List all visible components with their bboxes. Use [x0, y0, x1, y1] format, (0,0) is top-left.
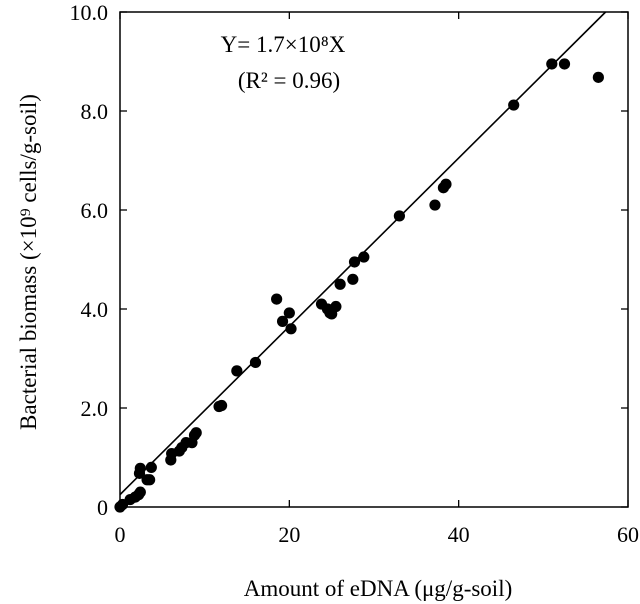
- equation-annotation: Y= 1.7×10⁸X: [221, 32, 346, 57]
- data-point: [276, 315, 289, 327]
- data-point: [358, 251, 370, 263]
- data-point: [440, 178, 452, 190]
- data-point: [249, 356, 262, 369]
- x-tick-label: 60: [617, 522, 639, 547]
- r-squared-annotation: (R² = 0.96): [238, 68, 340, 93]
- data-point: [592, 71, 604, 83]
- data-point: [546, 58, 558, 70]
- x-tick-label: 0: [115, 522, 126, 547]
- data-point: [283, 307, 295, 319]
- y-tick-label: 4.0: [81, 297, 109, 322]
- data-point: [145, 461, 157, 473]
- plot-border: [119, 11, 629, 508]
- data-point: [285, 323, 297, 335]
- y-tick-label: 6.0: [81, 198, 109, 223]
- data-point: [134, 462, 146, 474]
- y-tick-label: 2.0: [81, 396, 109, 421]
- data-point: [271, 293, 283, 305]
- x-tick-label: 40: [448, 522, 470, 547]
- y-axis-ticks: 0 2.0 4.0 6.0 8.0 10.0: [70, 0, 628, 520]
- plot-frame: [119, 11, 629, 508]
- x-axis-title: Amount of eDNA (μg/g-soil): [244, 576, 513, 601]
- y-tick-label: 0: [97, 495, 108, 520]
- data-point: [134, 486, 146, 498]
- data-point: [334, 278, 346, 290]
- data-point: [231, 365, 243, 377]
- data-point: [429, 199, 441, 211]
- data-point: [558, 58, 571, 70]
- data-point: [508, 99, 520, 111]
- y-tick-label: 10.0: [70, 0, 109, 25]
- data-point: [393, 210, 405, 222]
- x-tick-label: 20: [278, 522, 300, 547]
- data-point: [216, 399, 228, 412]
- data-point: [190, 427, 202, 439]
- x-axis-ticks: 0 20 40 60: [115, 12, 639, 547]
- data-point: [347, 273, 359, 285]
- data-point: [330, 300, 342, 313]
- data-point: [348, 256, 361, 268]
- data-point: [144, 474, 156, 486]
- data-points: [114, 58, 604, 513]
- y-axis-title: Bacterial biomass (×10⁹ cells/g-soil): [16, 94, 41, 430]
- y-tick-label: 8.0: [81, 99, 109, 124]
